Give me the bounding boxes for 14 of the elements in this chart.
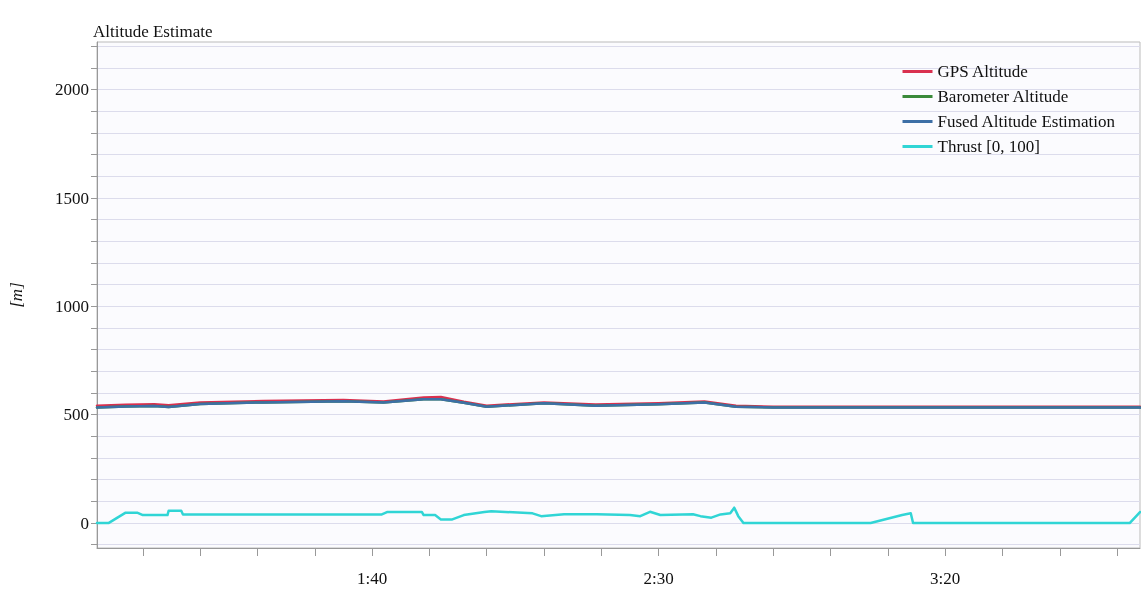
legend-label: GPS Altitude: [937, 62, 1028, 81]
x-tick-label: 1:40: [356, 569, 388, 588]
x-tick-label: 3:20: [930, 569, 961, 588]
y-axis-title: [m]: [7, 282, 26, 308]
x-tick-label: 2:30: [643, 569, 674, 588]
y-tick-label: 1000: [55, 296, 89, 316]
legend-label: Thrust [0, 100]: [937, 137, 1040, 156]
y-tick-label: 0: [80, 513, 89, 533]
y-tick-label: 2000: [55, 80, 89, 100]
legend-label: Fused Altitude Estimation: [937, 112, 1116, 131]
chart-title: Altitude Estimate: [93, 22, 213, 41]
legend-label: Barometer Altitude: [937, 87, 1069, 106]
y-tick-label: 1500: [55, 188, 89, 208]
y-tick-label: 500: [63, 405, 89, 425]
